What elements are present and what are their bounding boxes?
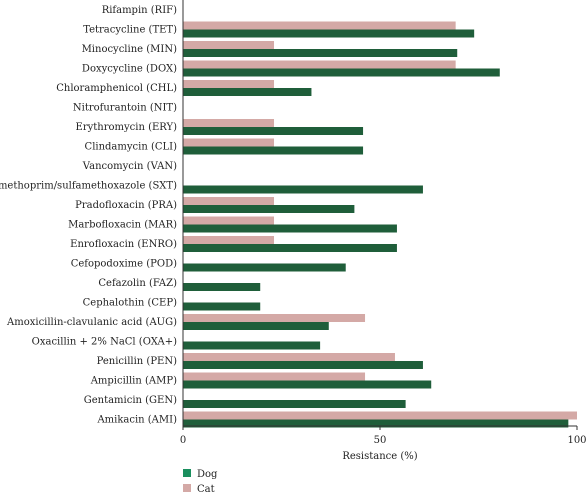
category-label: Cephalothin (CEP) bbox=[83, 298, 177, 309]
bars bbox=[183, 21, 577, 428]
category-label: Amoxicillin-clavulanic acid (AUG) bbox=[6, 317, 177, 328]
x-tick-label: 50 bbox=[374, 435, 387, 446]
legend-swatch bbox=[183, 484, 191, 492]
category-label: Penicillin (PEN) bbox=[97, 356, 178, 367]
cat-bar bbox=[183, 353, 395, 361]
legend-label: Cat bbox=[197, 484, 215, 495]
cat-bar bbox=[183, 41, 275, 49]
dog-bar bbox=[183, 361, 423, 369]
cat-bar bbox=[183, 197, 275, 205]
category-label: Amikacin (AMI) bbox=[96, 415, 177, 426]
cat-bar bbox=[183, 60, 456, 69]
cat-bar bbox=[183, 138, 275, 147]
dog-bar bbox=[183, 49, 458, 57]
dog-bar bbox=[183, 302, 261, 311]
dog-bar bbox=[183, 283, 261, 291]
x-axis: 0 50 100 Resistance (%) bbox=[180, 0, 586, 462]
cat-bar bbox=[183, 372, 366, 381]
dog-bar bbox=[183, 400, 406, 408]
x-tick-label: 100 bbox=[567, 435, 586, 446]
dog-bar bbox=[183, 127, 364, 135]
category-label: Cefazolin (FAZ) bbox=[98, 278, 177, 289]
category-label: Minocycline (MIN) bbox=[82, 44, 178, 55]
legend-swatch bbox=[183, 469, 191, 477]
legend-label: Dog bbox=[197, 469, 218, 480]
category-label: Chloramphenicol (CHL) bbox=[56, 83, 177, 94]
category-label: Cefopodoxime (POD) bbox=[71, 259, 177, 270]
cat-bar bbox=[183, 119, 275, 127]
dog-bar bbox=[183, 185, 423, 194]
dog-bar bbox=[183, 29, 475, 38]
category-label: Gentamicin (GEN) bbox=[84, 395, 177, 406]
dog-bar bbox=[183, 146, 364, 155]
legend: Dog Cat bbox=[183, 469, 218, 495]
dog-bar bbox=[183, 68, 500, 77]
category-label: Enrofloxacin (ENRO) bbox=[70, 239, 177, 250]
cat-bar bbox=[183, 216, 275, 225]
category-label: Ampicillin (AMP) bbox=[90, 376, 177, 387]
cat-bar bbox=[183, 21, 456, 30]
category-label: Tetracycline (TET) bbox=[83, 25, 177, 36]
dog-bar bbox=[183, 341, 321, 350]
dog-bar bbox=[183, 322, 329, 330]
category-label: Trimethoprim/sulfamethoxazole (SXT) bbox=[0, 181, 177, 192]
x-tick-label: 0 bbox=[180, 435, 186, 446]
cat-bar bbox=[183, 314, 366, 322]
category-label: Doxycycline (DOX) bbox=[82, 64, 177, 75]
dog-bar bbox=[183, 380, 432, 389]
category-label: Nitrofurantoin (NIT) bbox=[73, 103, 177, 114]
category-label: Pradofloxacin (PRA) bbox=[75, 200, 177, 211]
category-labels: Rifampin (RIF) Tetracycline (TET) Minocycl… bbox=[0, 5, 177, 426]
dog-bar bbox=[183, 88, 312, 96]
cat-bar bbox=[183, 236, 275, 244]
category-label: Vancomycin (VAN) bbox=[82, 161, 177, 172]
category-label: Marbofloxacin (MAR) bbox=[68, 220, 177, 231]
category-label: Clindamycin (CLI) bbox=[85, 142, 178, 153]
cat-bar bbox=[183, 411, 577, 420]
x-axis-ticks: 0 50 100 bbox=[180, 426, 586, 446]
cat-bar bbox=[183, 80, 275, 88]
category-label: Rifampin (RIF) bbox=[102, 5, 177, 16]
category-label: Oxacillin + 2% NaCl (OXA+) bbox=[32, 337, 177, 348]
x-axis-title: Resistance (%) bbox=[342, 451, 417, 462]
dog-bar bbox=[183, 224, 397, 233]
dog-bar bbox=[183, 205, 355, 213]
dog-bar bbox=[183, 263, 346, 272]
dog-bar bbox=[183, 244, 397, 252]
category-label: Erythromycin (ERY) bbox=[76, 122, 178, 133]
dog-bar bbox=[183, 419, 569, 428]
